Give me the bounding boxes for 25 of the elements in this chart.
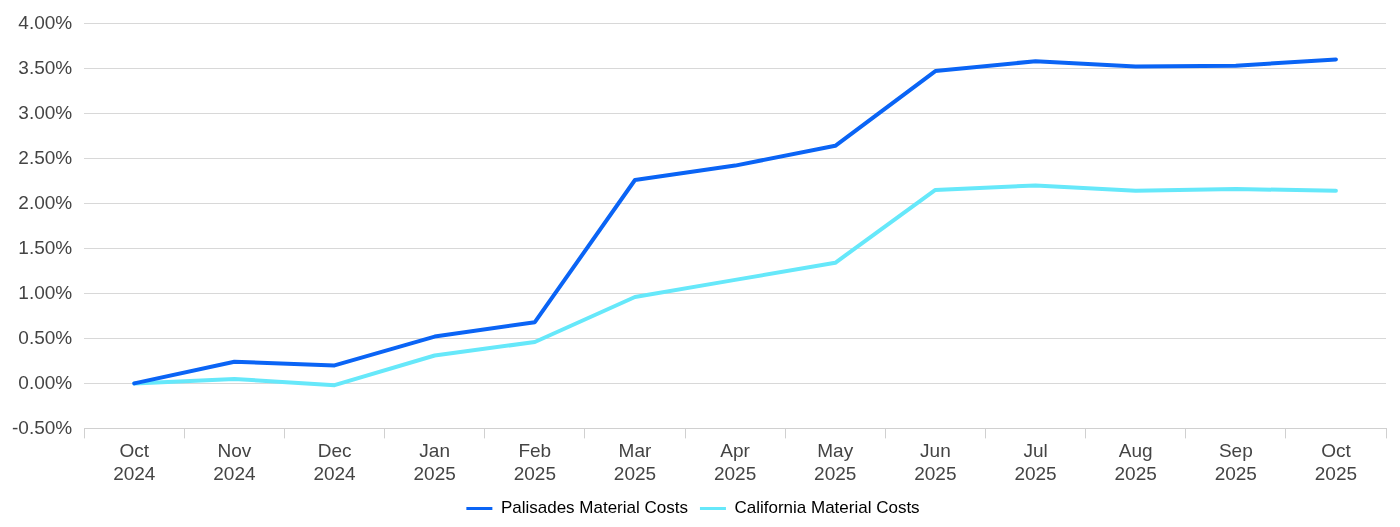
x-tick-label: Mar 2025	[613, 440, 657, 484]
legend-label: California Material Costs	[734, 498, 920, 518]
x-tick-label: Dec 2024	[313, 440, 357, 484]
x-tick-label: Apr 2025	[713, 440, 757, 484]
y-tick-label: 2.50%	[18, 146, 73, 168]
x-tick-label: May 2025	[814, 440, 857, 484]
legend-label: Palisades Material Costs	[500, 498, 688, 518]
y-tick-label: 0.50%	[18, 326, 73, 348]
y-tick-label: 4.00%	[18, 11, 73, 33]
x-tick-label: Jun 2025	[914, 440, 957, 484]
x-tick-label: Jan 2025	[413, 440, 456, 484]
y-tick-label: 0.00%	[18, 371, 73, 393]
y-tick-label: 1.50%	[18, 236, 73, 258]
y-tick-label: 1.00%	[18, 281, 73, 303]
y-tick-label: 3.00%	[18, 101, 73, 123]
x-tick-label: Oct 2024	[113, 440, 156, 484]
y-tick-label: 3.50%	[18, 56, 73, 78]
x-tick-label: Feb 2025	[513, 440, 556, 484]
x-tick-label: Oct 2025	[1314, 440, 1358, 484]
x-tick-label: Nov 2024	[213, 440, 256, 484]
x-tick-label: Jul 2025	[1014, 440, 1057, 484]
x-tick-label: Aug 2025	[1114, 440, 1157, 484]
y-tick-label: 2.00%	[18, 191, 73, 213]
y-tick-label: -0.50%	[12, 416, 73, 438]
x-tick-label: Sep 2025	[1214, 440, 1257, 484]
